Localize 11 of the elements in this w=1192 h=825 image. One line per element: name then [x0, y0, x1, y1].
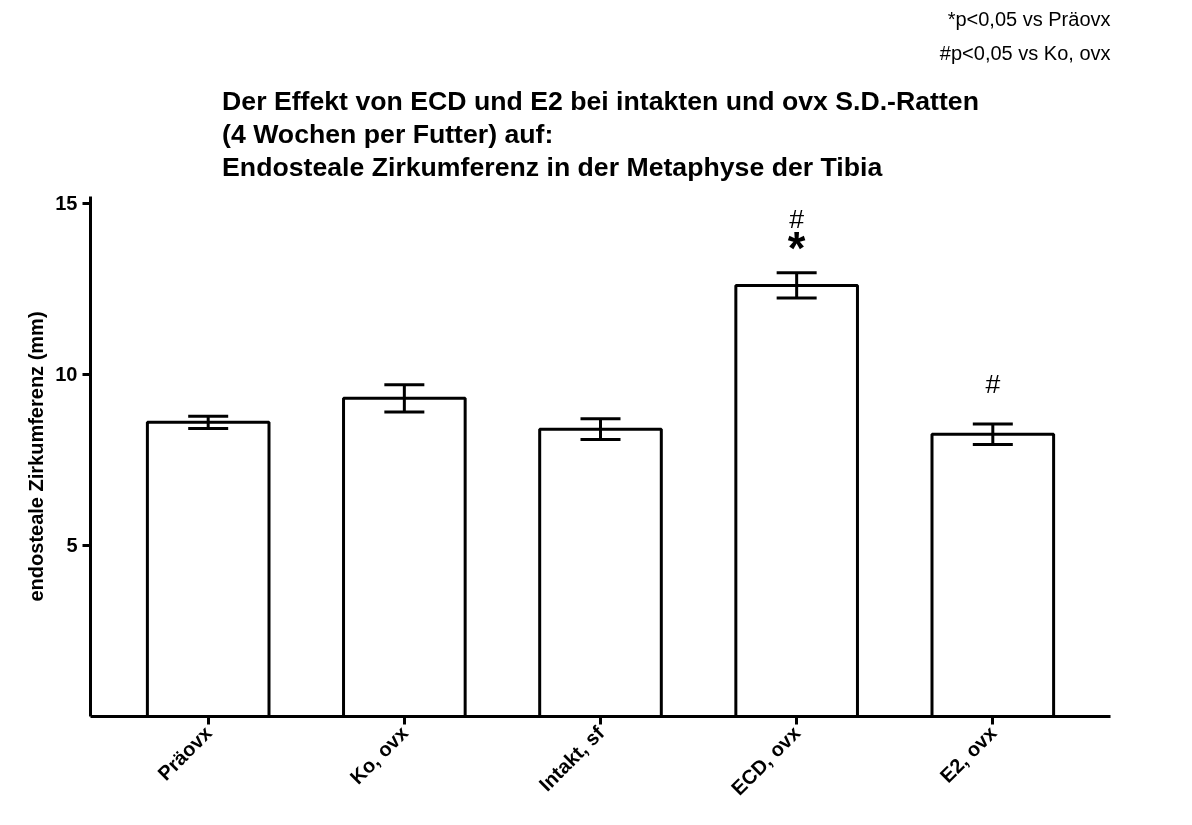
- data-label: #: [985, 369, 1001, 399]
- text: #p<0,05 vs Ko, ovx: [939, 41, 1111, 64]
- y-tick-label: 15: [55, 192, 78, 215]
- y-axis-title: endosteale Zirkumferenz (mm): [25, 311, 48, 602]
- y-tick-label: 10: [55, 363, 78, 386]
- data-label: # *: [787, 203, 806, 275]
- y-tick-label: 5: [66, 534, 78, 557]
- x-tick-label: E2, ovx: [935, 721, 1001, 787]
- chart-title: Der Effekt von ECD und E2 bei intakten und ovx S.D.-Ratten (4 Wochen per Futter) auf: Endosteale Zirkumferenz in der Metaphyse der Tibia: [222, 85, 979, 182]
- x-tick-label: Ko, ovx: [345, 721, 413, 789]
- text: *p<0,05 vs Präovx: [947, 7, 1111, 30]
